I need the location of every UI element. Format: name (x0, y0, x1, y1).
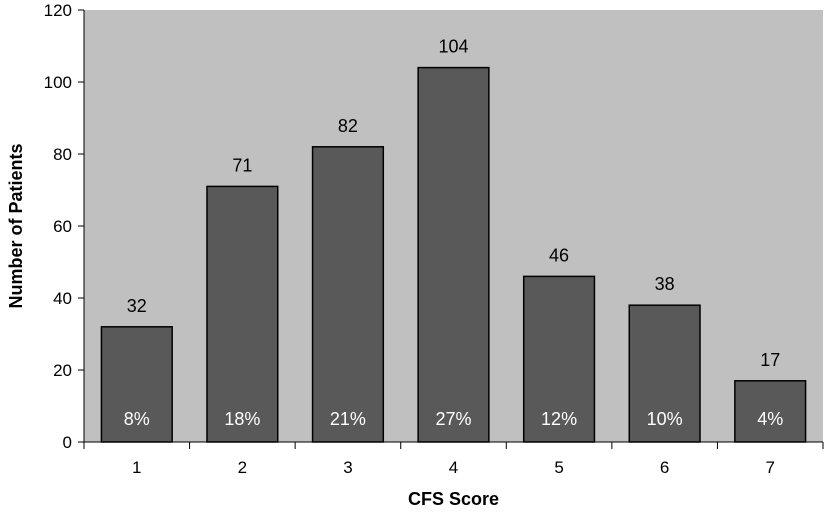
x-tick-label: 6 (660, 458, 669, 477)
bar-percent-label: 10% (647, 409, 683, 429)
bar (311, 146, 385, 443)
bar-value-label: 38 (655, 274, 675, 294)
y-tick-label: 60 (53, 217, 72, 236)
y-axis: 0 20 40 60 80 100 120 (44, 1, 85, 452)
bar-percent-label: 4% (757, 409, 783, 429)
bar-percent-label: 21% (330, 409, 366, 429)
bar-percent-label: 27% (435, 409, 471, 429)
bar (100, 326, 173, 443)
bar-percent-label: 18% (224, 409, 260, 429)
y-tick-label: 100 (44, 73, 72, 92)
bar (417, 66, 490, 443)
bar-value-label: 71 (232, 155, 252, 175)
bar-value-label: 104 (438, 37, 468, 57)
x-tick-label: 7 (765, 458, 774, 477)
x-tick-label: 2 (238, 458, 247, 477)
bar-percent-label: 8% (124, 409, 150, 429)
bar-value-label: 32 (127, 296, 147, 316)
bar-value-label: 17 (760, 350, 780, 370)
y-tick-label: 0 (63, 433, 72, 452)
x-tick-label: 5 (554, 458, 563, 477)
bar (206, 185, 279, 443)
x-tick-label: 1 (132, 458, 141, 477)
x-axis-title: CFS Score (408, 489, 499, 509)
x-tick-label: 4 (449, 458, 458, 477)
y-tick-label: 20 (53, 361, 72, 380)
bar-percent-label: 12% (541, 409, 577, 429)
bars-group: 32 8% 71 18% 82 21% 104 27% 46 12% 38 10% 17 4% (100, 37, 807, 443)
y-tick-label: 40 (53, 289, 72, 308)
bar (734, 380, 807, 443)
bar (628, 304, 701, 443)
x-tick-label: 3 (343, 458, 352, 477)
y-tick-label: 120 (44, 1, 72, 20)
bar-value-label: 46 (549, 245, 569, 265)
bar (522, 275, 596, 443)
y-axis-title: Number of Patients (6, 143, 26, 308)
bar-value-label: 82 (338, 116, 358, 136)
y-tick-label: 80 (53, 145, 72, 164)
x-axis: 1 2 3 4 5 6 7 (83, 441, 824, 477)
